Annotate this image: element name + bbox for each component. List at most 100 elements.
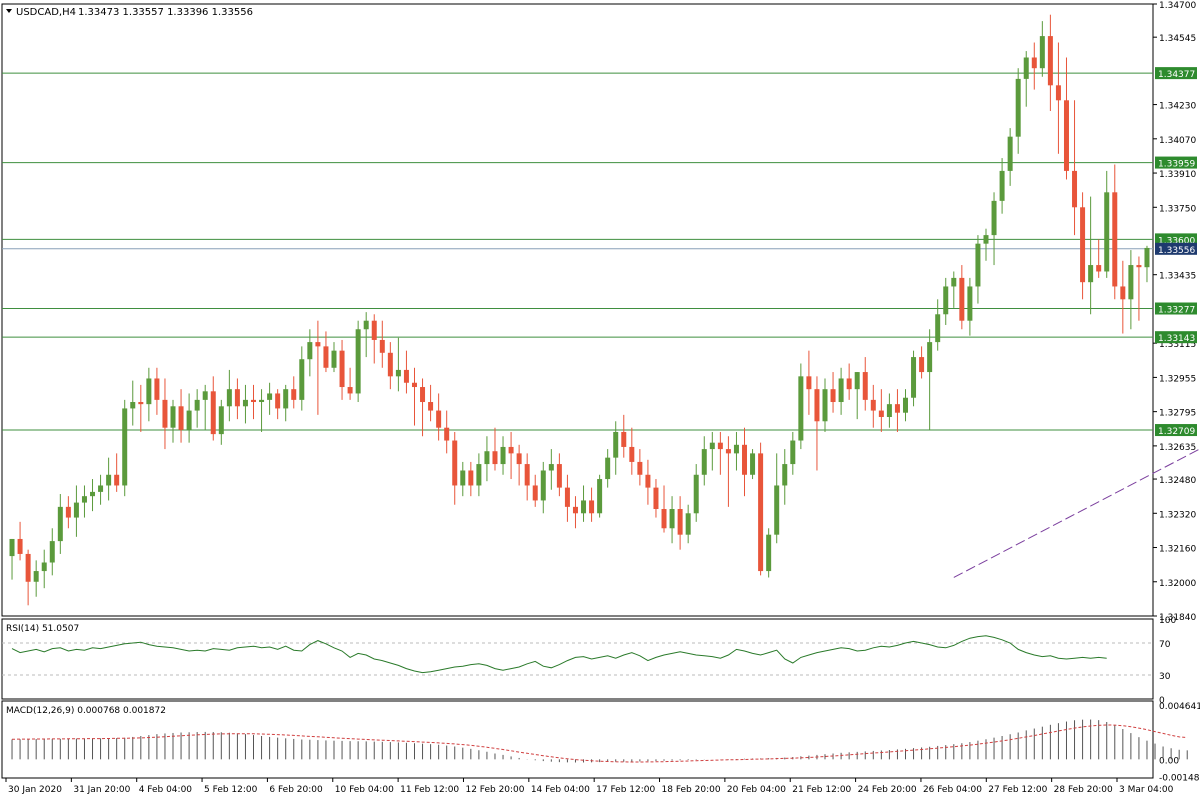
candle-body[interactable] bbox=[629, 446, 635, 462]
candle-body[interactable] bbox=[862, 372, 868, 400]
candle-body[interactable] bbox=[975, 243, 981, 287]
candle-body[interactable] bbox=[307, 342, 313, 360]
candle-body[interactable] bbox=[1136, 265, 1142, 268]
candle-body[interactable] bbox=[106, 474, 112, 486]
rsi-line[interactable] bbox=[11, 635, 1107, 674]
candle-body[interactable] bbox=[355, 329, 361, 394]
candle-body[interactable] bbox=[162, 399, 168, 428]
candle-body[interactable] bbox=[178, 406, 184, 430]
candle-body[interactable] bbox=[1007, 136, 1013, 171]
candle-body[interactable] bbox=[967, 286, 973, 321]
candle-body[interactable] bbox=[733, 444, 739, 454]
candle-body[interactable] bbox=[41, 562, 47, 572]
candle-body[interactable] bbox=[959, 277, 965, 321]
candle-body[interactable] bbox=[122, 408, 128, 486]
candle-body[interactable] bbox=[283, 389, 289, 409]
candle-body[interactable] bbox=[299, 359, 305, 400]
candle-body[interactable] bbox=[1080, 207, 1086, 283]
candle-body[interactable] bbox=[540, 470, 546, 501]
candle-body[interactable] bbox=[758, 453, 764, 572]
candle-body[interactable] bbox=[492, 451, 498, 465]
candle-body[interactable] bbox=[669, 509, 675, 529]
candle-body[interactable] bbox=[339, 350, 345, 388]
candle-body[interactable] bbox=[556, 464, 562, 488]
candle-body[interactable] bbox=[774, 485, 780, 535]
candle-body[interactable] bbox=[170, 406, 176, 428]
candle-body[interactable] bbox=[911, 357, 917, 398]
candle-body[interactable] bbox=[130, 402, 136, 409]
candle-body[interactable] bbox=[1112, 192, 1118, 287]
candle-body[interactable] bbox=[581, 500, 587, 514]
candle-body[interactable] bbox=[323, 346, 329, 368]
candle-body[interactable] bbox=[146, 378, 152, 405]
candle-body[interactable] bbox=[693, 474, 699, 514]
candle-body[interactable] bbox=[138, 402, 144, 405]
candle-body[interactable] bbox=[259, 399, 265, 403]
candle-body[interactable] bbox=[460, 470, 466, 486]
candle-body[interactable] bbox=[548, 464, 554, 471]
macd-signal-line[interactable] bbox=[11, 724, 1188, 763]
candle-body[interactable] bbox=[508, 446, 514, 454]
candle-body[interactable] bbox=[476, 464, 482, 486]
candle-body[interactable] bbox=[1072, 170, 1078, 208]
candle-body[interactable] bbox=[637, 461, 643, 475]
candle-body[interactable] bbox=[315, 342, 321, 347]
candle-body[interactable] bbox=[999, 170, 1005, 201]
candle-body[interactable] bbox=[806, 376, 812, 390]
candle-body[interactable] bbox=[742, 444, 748, 475]
candle-body[interactable] bbox=[717, 442, 723, 450]
candle-body[interactable] bbox=[226, 389, 232, 407]
candle-body[interactable] bbox=[395, 369, 401, 377]
candle-body[interactable] bbox=[846, 378, 852, 390]
candle-body[interactable] bbox=[275, 393, 281, 409]
candle-body[interactable] bbox=[798, 376, 804, 441]
candle-body[interactable] bbox=[468, 470, 474, 486]
candle-body[interactable] bbox=[935, 314, 941, 343]
candle-body[interactable] bbox=[677, 509, 683, 535]
candle-body[interactable] bbox=[661, 509, 667, 529]
candle-body[interactable] bbox=[242, 399, 248, 407]
candle-body[interactable] bbox=[218, 406, 224, 435]
candle-body[interactable] bbox=[902, 397, 908, 413]
candle-body[interactable] bbox=[1096, 265, 1102, 272]
candle-body[interactable] bbox=[564, 487, 570, 507]
candle-body[interactable] bbox=[1144, 247, 1150, 268]
candle-body[interactable] bbox=[234, 389, 240, 407]
candle-body[interactable] bbox=[210, 391, 216, 435]
candle-body[interactable] bbox=[114, 474, 120, 486]
candle-body[interactable] bbox=[653, 487, 659, 510]
candle-body[interactable] bbox=[766, 534, 772, 572]
candle-body[interactable] bbox=[927, 342, 933, 373]
candle-body[interactable] bbox=[411, 382, 417, 388]
candle-body[interactable] bbox=[33, 571, 39, 582]
candle-body[interactable] bbox=[444, 427, 450, 441]
candle-body[interactable] bbox=[951, 277, 957, 287]
candle-body[interactable] bbox=[251, 399, 257, 403]
candle-body[interactable] bbox=[750, 453, 756, 475]
candle-body[interactable] bbox=[500, 446, 506, 465]
candle-body[interactable] bbox=[194, 399, 200, 411]
candle-body[interactable] bbox=[838, 378, 844, 403]
candle-body[interactable] bbox=[1039, 36, 1045, 69]
candle-body[interactable] bbox=[991, 200, 997, 236]
chevron-down-icon[interactable] bbox=[6, 9, 12, 13]
candle-body[interactable] bbox=[597, 479, 603, 514]
candle-body[interactable] bbox=[572, 506, 578, 514]
candle-body[interactable] bbox=[524, 464, 530, 486]
candle-body[interactable] bbox=[983, 235, 989, 244]
candle-body[interactable] bbox=[1023, 57, 1029, 79]
candle-body[interactable] bbox=[516, 453, 522, 465]
candle-body[interactable] bbox=[428, 402, 434, 411]
candle-body[interactable] bbox=[452, 440, 458, 486]
candle-body[interactable] bbox=[403, 369, 409, 383]
candle-body[interactable] bbox=[379, 339, 385, 353]
candle-body[interactable] bbox=[709, 442, 715, 450]
candle-body[interactable] bbox=[154, 378, 160, 400]
candle-body[interactable] bbox=[621, 431, 627, 447]
candle-body[interactable] bbox=[291, 389, 297, 400]
candle-body[interactable] bbox=[878, 410, 884, 417]
candle-body[interactable] bbox=[1055, 85, 1061, 101]
candle-body[interactable] bbox=[25, 553, 31, 582]
candle-body[interactable] bbox=[1128, 265, 1134, 300]
candle-body[interactable] bbox=[9, 538, 15, 557]
